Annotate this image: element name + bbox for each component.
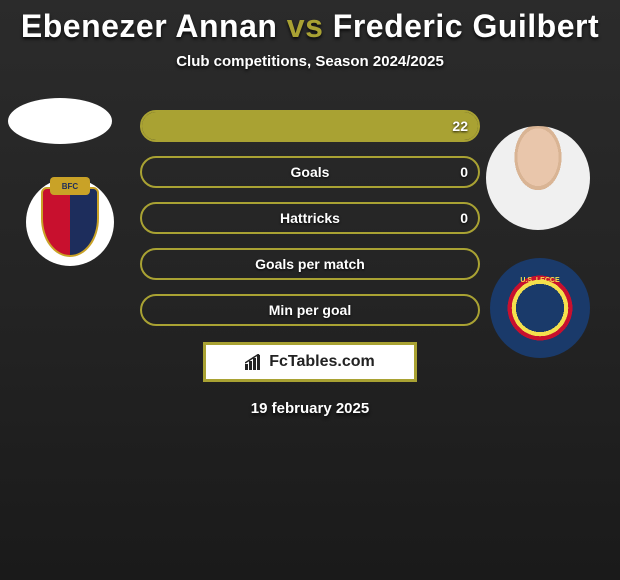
stat-row-min-per-goal: Min per goal	[140, 294, 480, 326]
stat-label: Min per goal	[269, 302, 351, 318]
stat-row-hattricks: Hattricks 0	[140, 202, 480, 234]
stat-value-right: 22	[452, 118, 468, 134]
stat-row-goals: Goals 0	[140, 156, 480, 188]
stat-label: Goals	[291, 164, 330, 180]
bar-chart-icon	[245, 354, 265, 370]
stat-row-goals-per-match: Goals per match	[140, 248, 480, 280]
stat-fill-right	[142, 112, 478, 140]
stat-label: Goals per match	[255, 256, 365, 272]
comparison-title: Ebenezer Annan vs Frederic Guilbert	[0, 8, 620, 45]
title-player1: Ebenezer Annan	[21, 8, 278, 44]
stat-value-right: 0	[460, 210, 468, 226]
stats-panel: Matches 22 Goals 0 Hattricks 0 Goals per…	[0, 110, 620, 326]
subtitle: Club competitions, Season 2024/2025	[0, 53, 620, 70]
source-logo: FcTables.com	[203, 342, 417, 382]
stat-label: Hattricks	[280, 210, 340, 226]
title-vs: vs	[287, 8, 324, 44]
source-logo-text: FcTables.com	[269, 353, 375, 371]
date: 19 february 2025	[0, 400, 620, 417]
stat-row-matches: Matches 22	[140, 110, 480, 142]
title-player2: Frederic Guilbert	[333, 8, 599, 44]
stat-value-right: 0	[460, 164, 468, 180]
